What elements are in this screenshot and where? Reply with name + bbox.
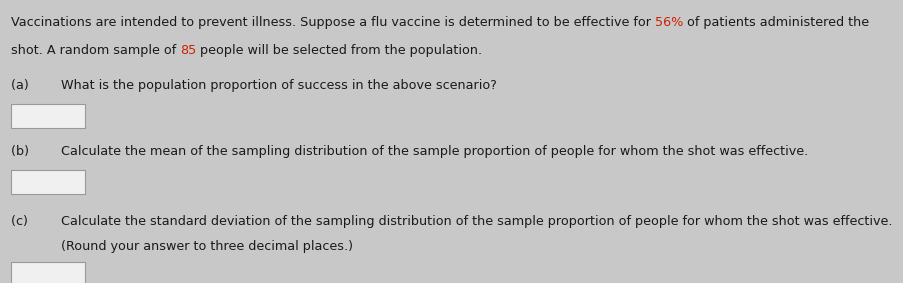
Text: What is the population proportion of success in the above scenario?: What is the population proportion of suc…: [61, 79, 497, 92]
Text: of patients administered the: of patients administered the: [683, 16, 869, 29]
FancyBboxPatch shape: [11, 262, 85, 283]
Text: (a): (a): [11, 79, 41, 92]
Text: Vaccinations are intended to prevent illness. Suppose a flu vaccine is determine: Vaccinations are intended to prevent ill…: [11, 16, 654, 29]
FancyBboxPatch shape: [11, 170, 85, 194]
Text: shot. A random sample of: shot. A random sample of: [11, 44, 180, 57]
FancyBboxPatch shape: [11, 104, 85, 128]
Text: people will be selected from the population.: people will be selected from the populat…: [196, 44, 482, 57]
Text: Calculate the standard deviation of the sampling distribution of the sample prop: Calculate the standard deviation of the …: [61, 215, 892, 228]
Text: 85: 85: [180, 44, 196, 57]
Text: Calculate the mean of the sampling distribution of the sample proportion of peop: Calculate the mean of the sampling distr…: [61, 145, 808, 158]
Text: 56%: 56%: [654, 16, 683, 29]
Text: (c): (c): [11, 215, 40, 228]
Text: (Round your answer to three decimal places.): (Round your answer to three decimal plac…: [61, 240, 353, 253]
Text: (b): (b): [11, 145, 41, 158]
